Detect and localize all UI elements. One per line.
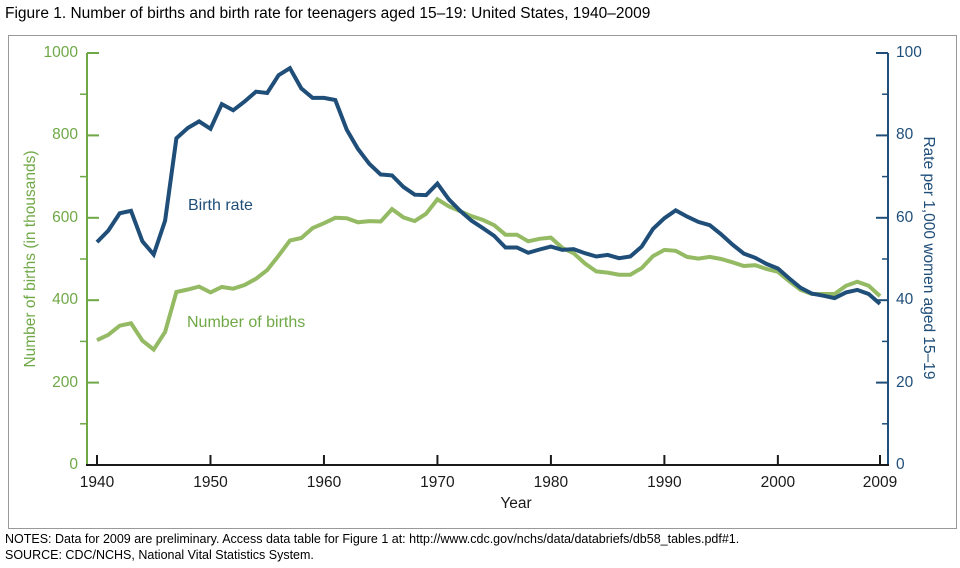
chart-frame (8, 35, 957, 529)
figure-title: Figure 1. Number of births and birth rat… (5, 5, 651, 22)
birth-rate-series-label: Birth rate (188, 197, 253, 214)
y-axis-right-title: Rate per 1,000 women aged 15–19 (920, 136, 937, 380)
notes-text: NOTES: Data for 2009 are preliminary. Ac… (5, 532, 740, 546)
x-axis-title: Year (500, 495, 532, 512)
source-text: SOURCE: CDC/NCHS, National Vital Statist… (5, 548, 314, 562)
number-of-births-series-label: Number of births (187, 314, 306, 331)
y-axis-left-title: Number of births (in thousands) (22, 150, 39, 368)
